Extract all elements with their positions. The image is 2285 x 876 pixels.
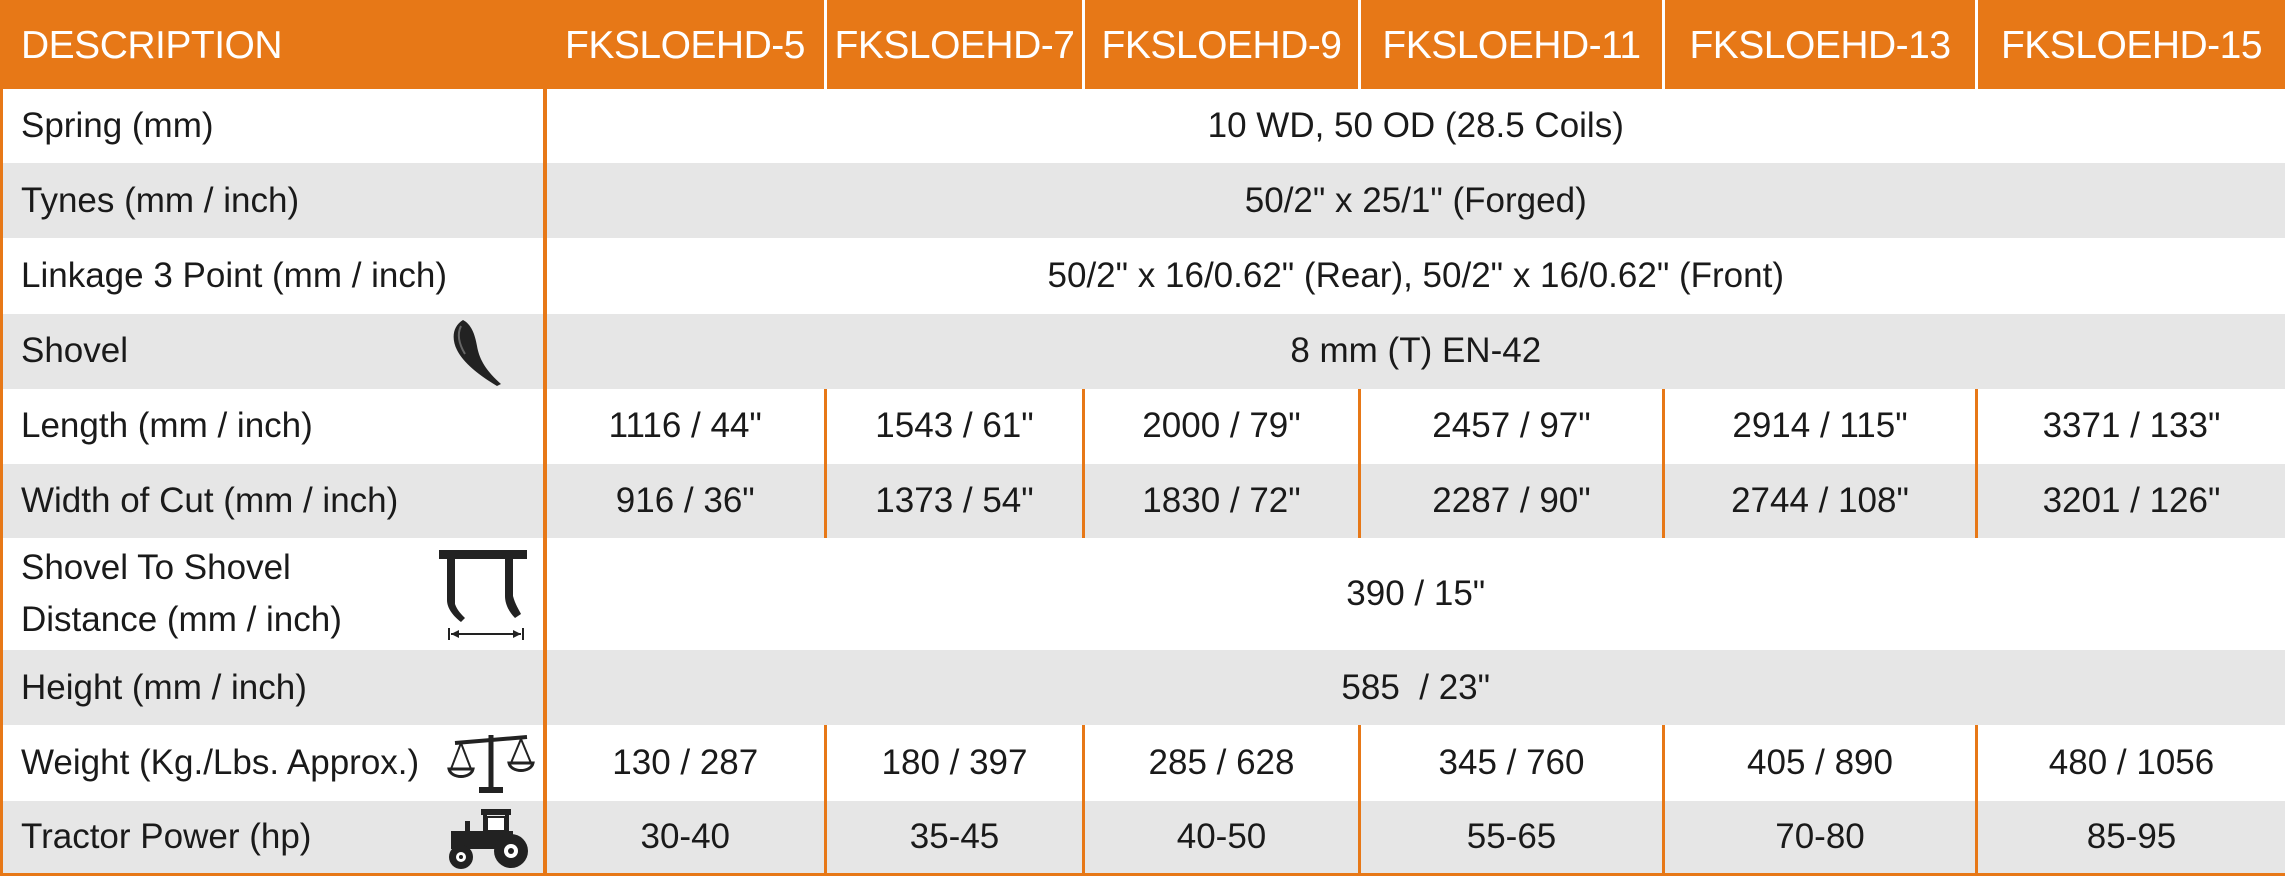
linkage-row: Linkage 3 Point (mm / inch) 50/2" x 16/0…: [1, 238, 2285, 315]
row-value: 2914 / 115": [1662, 388, 1977, 464]
row-value: 130 / 287: [612, 743, 759, 783]
row-label: Tynes (mm / inch): [1, 163, 547, 239]
row-value: 2000 / 79": [1082, 388, 1360, 464]
row-value: 390 / 15": [1346, 573, 1486, 613]
weight-row: Weight (Kg./Lbs. Approx.) 130 / 287 180 …: [1, 725, 2285, 802]
row-value: 2457 / 97": [1358, 388, 1664, 464]
model-header: FKSLOEHD-9: [1082, 1, 1360, 89]
row-value: 1373 / 54": [824, 463, 1084, 538]
row-label-cell: Weight (Kg./Lbs. Approx.): [1, 725, 547, 802]
row-value: 3201 / 126": [1975, 463, 2285, 538]
row-value: 8 mm (T) EN-42: [544, 314, 2285, 389]
row-label: Length (mm / inch): [1, 388, 547, 464]
row-value: 70-80: [1662, 801, 1977, 875]
row-value: 10 WD, 50 OD (28.5 Coils): [1207, 106, 1624, 146]
row-value: 55-65: [1358, 801, 1664, 875]
row-value: 585 / 23": [544, 650, 2285, 726]
row-value: 1830 / 72": [1082, 463, 1360, 538]
model-header: FKSLOEHD-11: [1358, 1, 1664, 89]
row-label: Height (mm / inch): [1, 650, 547, 726]
row-value: 30-40: [544, 801, 826, 875]
row-label-line2: Distance (mm / inch): [21, 599, 342, 639]
width-row: Width of Cut (mm / inch) 916 / 36" 1373 …: [1, 463, 2285, 538]
row-label: Width of Cut (mm / inch): [1, 463, 547, 538]
row-value: 3371 / 133": [1975, 388, 2285, 464]
row-value: 345 / 760: [1358, 725, 1664, 802]
tynes-row: Tynes (mm / inch) 50/2" x 25/1" (Forged): [1, 163, 2285, 239]
row-value: 1116 / 44": [608, 406, 762, 446]
row-value: 180 / 397: [824, 725, 1084, 802]
row-value: 85-95: [1975, 801, 2285, 875]
model-header: FKSLOEHD-7: [824, 1, 1084, 89]
balance-scale-icon: [446, 735, 535, 794]
row-label-line1: Shovel To Shovel: [21, 547, 291, 587]
row-value: 405 / 890: [1662, 725, 1977, 802]
shovel-row: Shovel 8 mm (T) EN-42: [1, 314, 2285, 389]
row-value: 285 / 628: [1082, 725, 1360, 802]
shovel-icon: [453, 320, 501, 387]
row-value: 2744 / 108": [1662, 463, 1977, 538]
row-value: 35-45: [824, 801, 1084, 875]
row-label: Tractor Power (hp): [21, 817, 312, 857]
header-row: DESCRIPTION FKSLOEHD-5 FKSLOEHD-7 FKSLOE…: [1, 1, 2285, 89]
row-label-cell: Tractor Power (hp): [1, 801, 547, 875]
row-value: 40-50: [1082, 801, 1360, 875]
tractor-power-row: Tractor Power (hp) 30-40 35-45: [1, 801, 2285, 875]
row-label-cell: Shovel To Shovel Distance (mm / inch): [1, 537, 547, 651]
model-header: FKSLOEHD-13: [1662, 1, 1977, 89]
row-label: Weight (Kg./Lbs. Approx.): [21, 743, 420, 783]
row-label: Linkage 3 Point (mm / inch): [1, 238, 547, 315]
row-value: 50/2" x 16/0.62" (Rear), 50/2" x 16/0.62…: [1047, 256, 1784, 296]
row-value: 916 / 36": [544, 463, 826, 538]
model-header: FKSLOEHD-5: [543, 1, 826, 89]
row-label: Shovel: [21, 331, 129, 371]
tractor-icon: [448, 809, 528, 870]
row-value: 1543 / 61": [824, 388, 1084, 464]
spring-row: Spring (mm) 10 WD, 50 OD (28.5 Coils): [1, 89, 2285, 164]
height-row: Height (mm / inch) 585 / 23": [1, 650, 2285, 726]
model-header: FKSLOEHD-15: [1975, 1, 2285, 89]
length-row: Length (mm / inch) 1116 / 44" 1543 / 61"…: [1, 388, 2285, 464]
row-value: 50/2" x 25/1" (Forged): [544, 163, 2285, 239]
description-header: DESCRIPTION: [1, 1, 546, 89]
row-value: 480 / 1056: [1975, 725, 2285, 802]
tyne-spacing-icon: [438, 549, 527, 640]
row-label: Spring (mm): [1, 89, 547, 164]
row-label-cell: Shovel: [1, 314, 547, 389]
row-value: 2287 / 90": [1358, 463, 1664, 538]
distance-row: Shovel To Shovel Distance (mm / inch) 39…: [1, 537, 2285, 651]
